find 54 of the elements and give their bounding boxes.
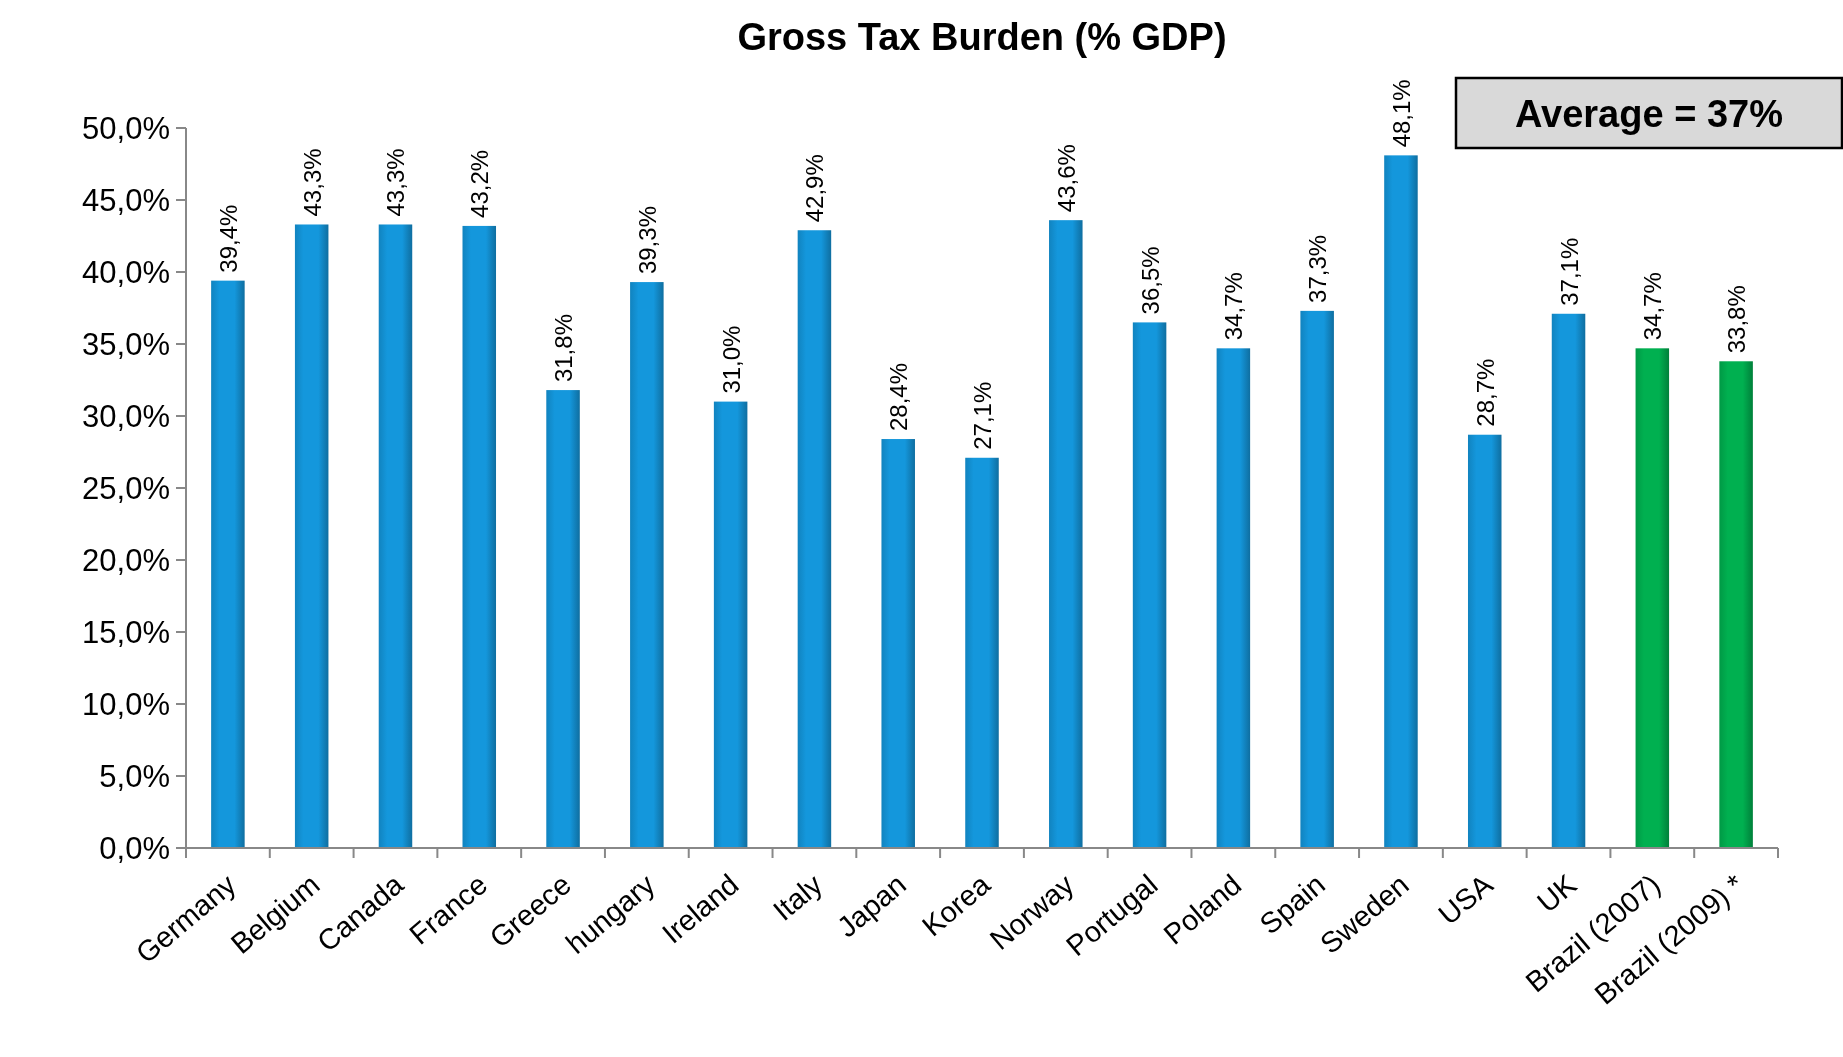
y-tick-label: 30,0% <box>82 398 170 434</box>
bar <box>294 224 329 848</box>
bar <box>1551 313 1586 848</box>
x-tick-label: UK <box>1530 867 1583 919</box>
bar <box>1467 434 1502 848</box>
bar <box>462 225 497 848</box>
bar <box>1635 348 1670 848</box>
bar <box>1216 348 1251 848</box>
data-label: 37,3% <box>1304 234 1332 303</box>
data-label: 27,1% <box>969 381 996 450</box>
data-label: 43,6% <box>1052 144 1080 213</box>
bar <box>713 401 748 848</box>
data-label: 28,7% <box>1471 358 1499 427</box>
data-label: 42,9% <box>801 154 829 223</box>
y-tick-label: 10,0% <box>82 686 170 722</box>
bar <box>797 230 832 848</box>
bar <box>630 282 664 848</box>
data-label: 48,1% <box>1387 79 1415 148</box>
y-tick-label: 0,0% <box>99 830 170 866</box>
x-tick-label: Italy <box>766 867 829 927</box>
data-label: 33,8% <box>1723 285 1751 354</box>
bar <box>1049 220 1083 848</box>
y-tick-label: 45,0% <box>82 182 170 218</box>
y-tick-label: 25,0% <box>82 470 170 506</box>
y-tick-label: 20,0% <box>82 542 170 578</box>
bar <box>881 439 915 848</box>
bar <box>965 457 999 848</box>
data-label: 31,0% <box>717 325 745 394</box>
y-tick-label: 40,0% <box>82 254 170 290</box>
y-tick-label: 15,0% <box>82 614 170 650</box>
data-label: 39,3% <box>633 206 661 275</box>
bar <box>378 224 413 848</box>
x-tick-label: USA <box>1432 867 1500 931</box>
chart-title: Gross Tax Burden (% GDP) <box>737 16 1227 58</box>
data-label: 43,3% <box>298 148 326 217</box>
data-label: 28,4% <box>885 362 913 432</box>
data-label: 34,7% <box>1220 272 1248 341</box>
bar <box>1719 361 1753 848</box>
y-tick-label: 5,0% <box>99 758 170 794</box>
data-label: 43,2% <box>466 149 494 218</box>
bar <box>1384 155 1418 848</box>
data-label: 43,3% <box>382 148 410 217</box>
data-label: 37,1% <box>1555 237 1583 306</box>
annotation: Average = 37% <box>1515 92 1783 135</box>
bar <box>1132 322 1167 848</box>
y-tick-label: 50,0% <box>82 110 170 146</box>
data-label: 31,8% <box>550 314 578 383</box>
bar <box>211 280 245 848</box>
bar <box>546 390 580 848</box>
y-tick-label: 35,0% <box>82 326 170 362</box>
data-label: 39,4% <box>214 204 242 273</box>
bar <box>1300 310 1334 848</box>
data-label: 34,7% <box>1639 272 1667 341</box>
data-label: 36,5% <box>1136 246 1164 315</box>
